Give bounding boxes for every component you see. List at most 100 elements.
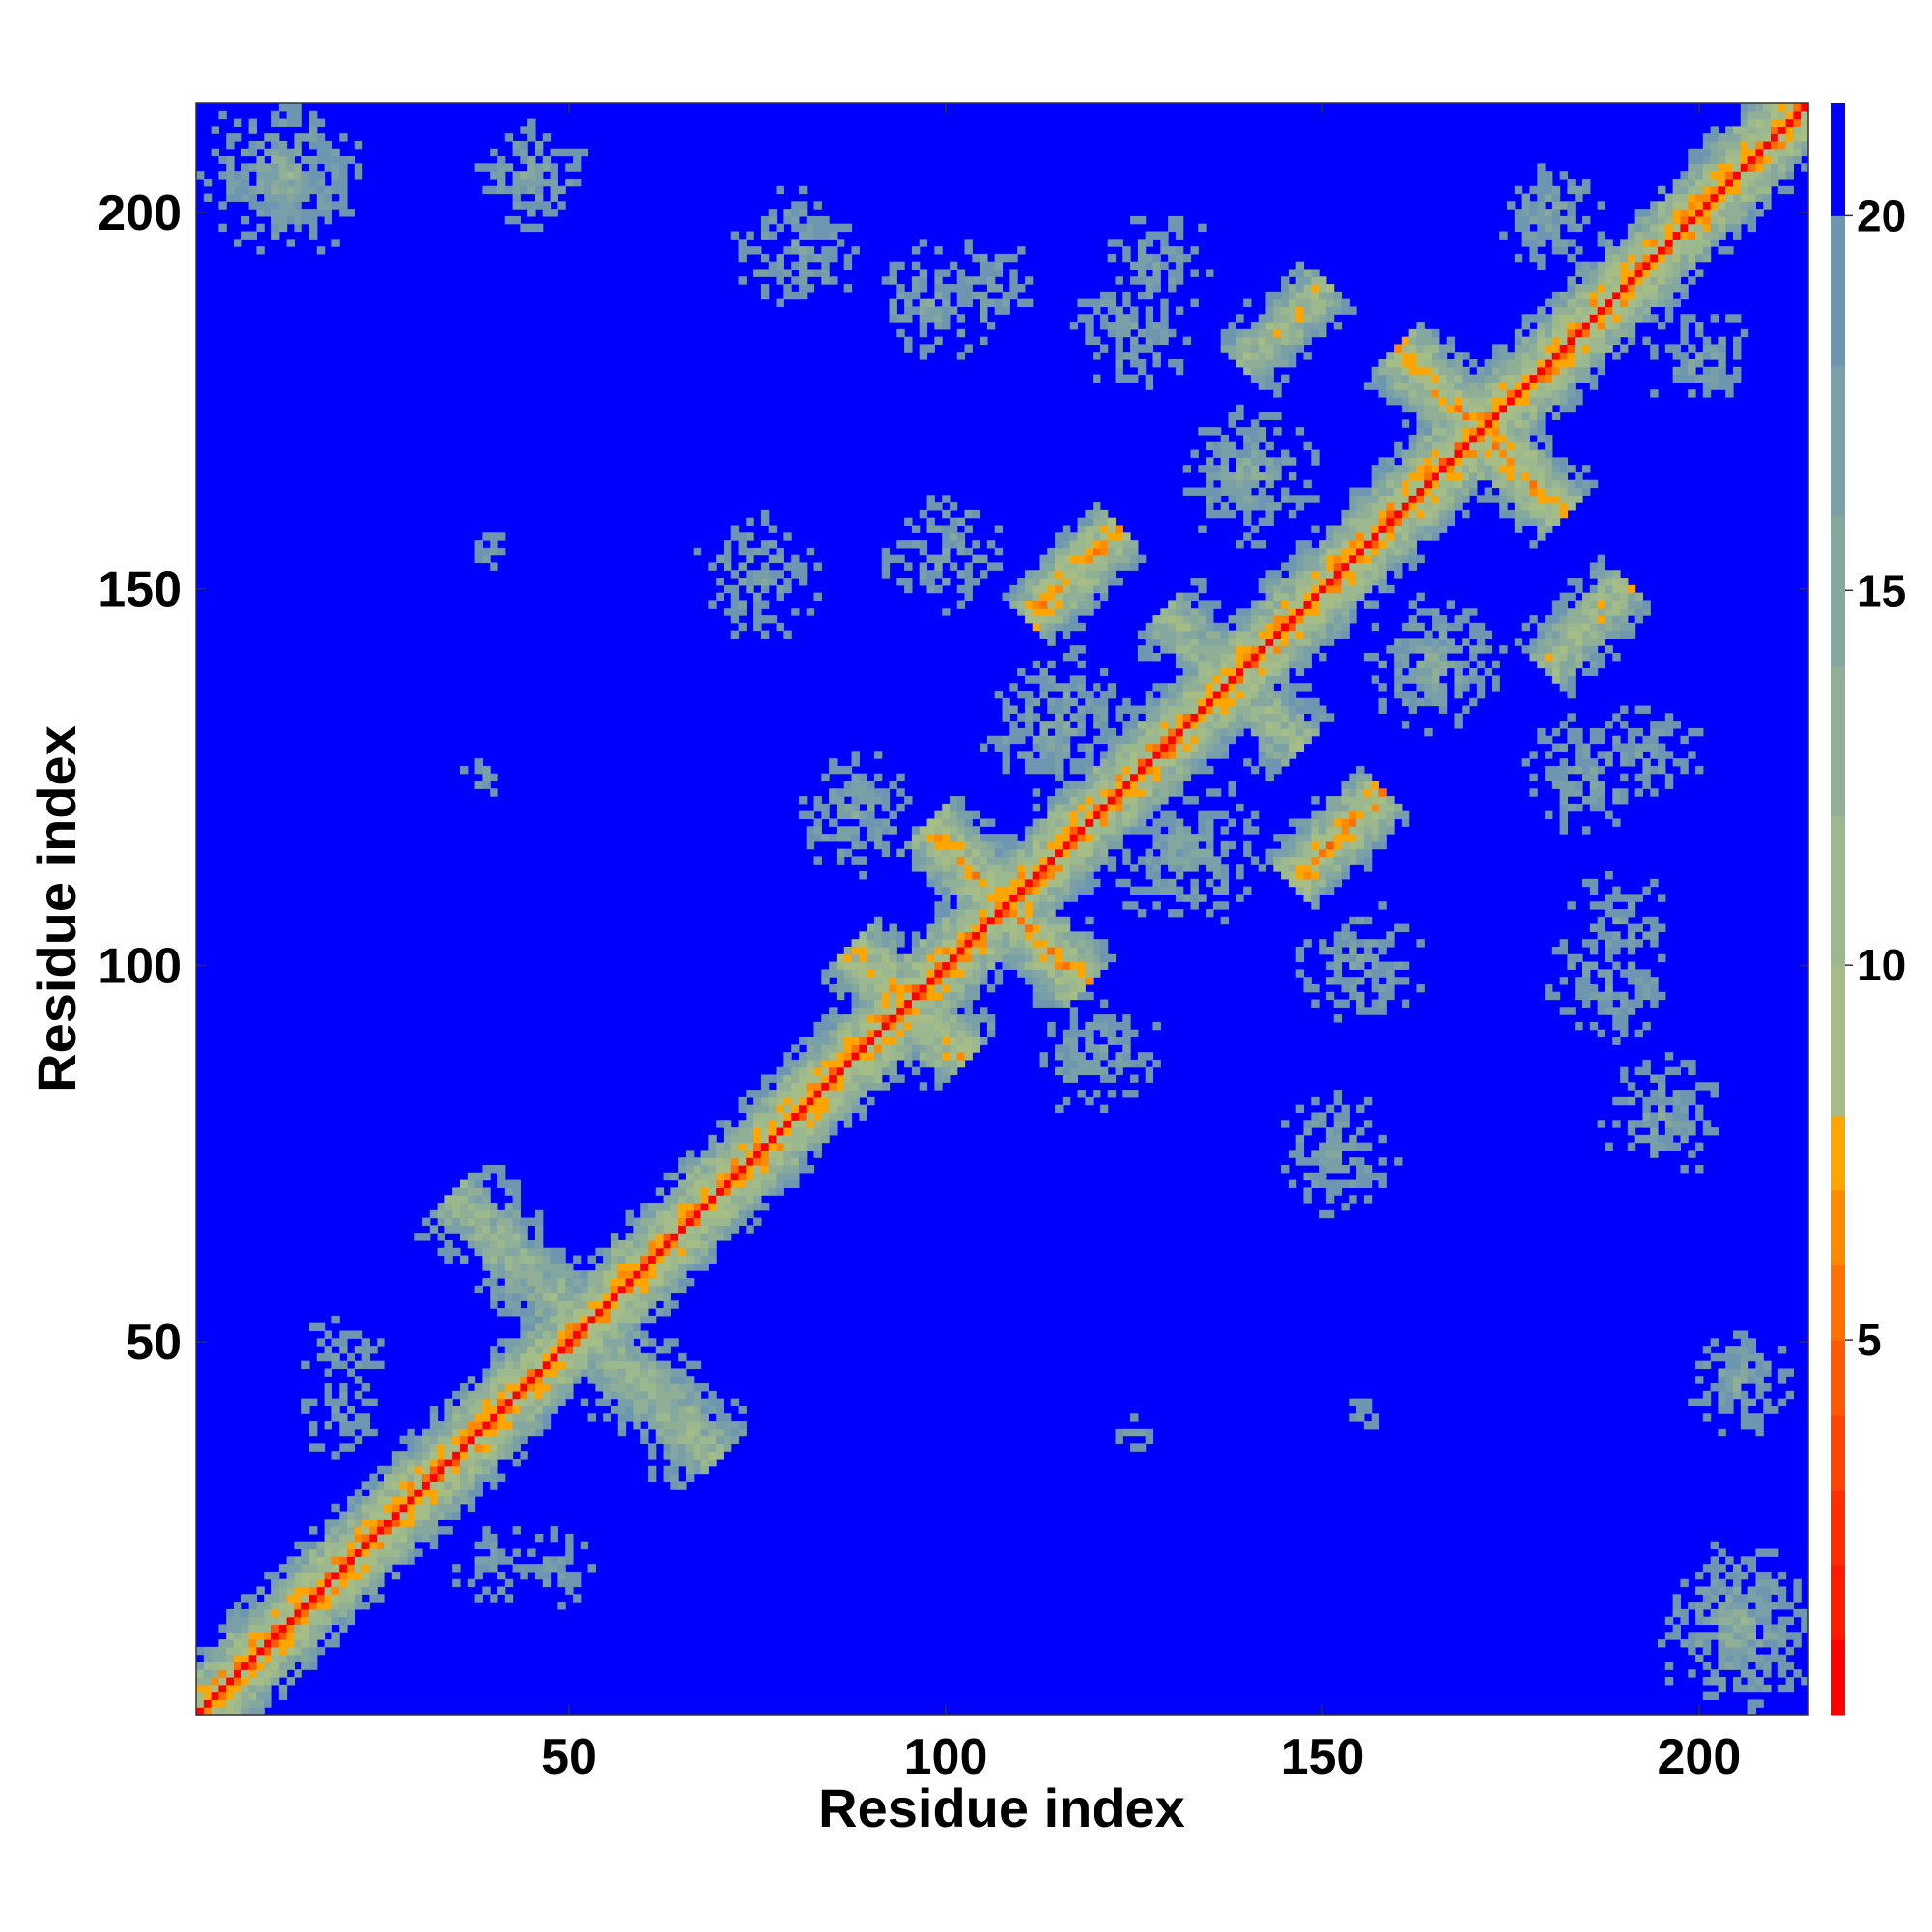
heatmap-cell: [241, 1654, 250, 1663]
heatmap-cell: [768, 1150, 778, 1158]
heatmap-cell: [218, 171, 227, 180]
heatmap-cell: [308, 118, 318, 127]
heatmap-cell: [949, 796, 958, 805]
heatmap-cell: [512, 1368, 521, 1377]
heatmap-cell: [1198, 652, 1207, 662]
heatmap-cell: [294, 1646, 302, 1656]
heatmap-cell: [286, 118, 295, 127]
heatmap-cell: [1107, 781, 1117, 789]
heatmap-cell: [663, 1338, 671, 1347]
heatmap-cell: [956, 864, 966, 872]
heatmap-cell: [1281, 668, 1290, 676]
heatmap-cell: [926, 1059, 935, 1068]
heatmap-cell: [534, 171, 544, 180]
heatmap-cell: [678, 1239, 687, 1249]
heatmap-cell: [836, 1029, 845, 1038]
heatmap-cell: [1258, 600, 1267, 609]
heatmap-cell: [346, 1548, 355, 1557]
heatmap-cell: [1069, 818, 1079, 827]
heatmap-cell: [678, 1406, 687, 1414]
heatmap-cell: [625, 1263, 634, 1271]
heatmap-cell: [783, 215, 792, 225]
heatmap-cell: [603, 1383, 611, 1392]
heatmap-cell: [482, 1526, 491, 1535]
heatmap-cell: [1085, 834, 1094, 842]
heatmap-cell: [497, 1451, 506, 1460]
heatmap-cell: [1295, 878, 1305, 888]
heatmap-cell: [896, 953, 905, 963]
heatmap-cell: [534, 1390, 544, 1400]
heatmap-cell: [542, 1300, 552, 1309]
heatmap-cell: [776, 1090, 784, 1098]
heatmap-cell: [1032, 675, 1041, 684]
heatmap-cell: [1107, 796, 1117, 805]
heatmap-cell: [512, 1360, 521, 1370]
heatmap-cell: [580, 1338, 589, 1347]
heatmap-cell: [881, 1037, 891, 1045]
heatmap-cell: [1077, 788, 1086, 797]
heatmap-cell: [1093, 532, 1101, 541]
heatmap-cell: [1190, 894, 1199, 902]
heatmap-cell: [1055, 840, 1064, 850]
heatmap-cell: [783, 1150, 792, 1158]
heatmap-cell: [1273, 615, 1282, 624]
heatmap-cell: [942, 547, 951, 556]
heatmap-cell: [663, 1413, 671, 1422]
heatmap-cell: [1062, 721, 1071, 729]
heatmap-cell: [1130, 1059, 1139, 1068]
heatmap-cell: [716, 1209, 724, 1219]
heatmap-cell: [911, 840, 921, 850]
heatmap-cell: [1122, 291, 1131, 300]
heatmap-cell: [557, 1383, 566, 1392]
heatmap-cell: [1243, 328, 1252, 338]
heatmap-cell: [678, 1225, 687, 1234]
heatmap-cell: [1077, 834, 1086, 842]
heatmap-cell: [942, 291, 951, 300]
heatmap-cell: [565, 1578, 574, 1588]
heatmap-cell: [1295, 276, 1305, 285]
heatmap-cell: [1228, 638, 1236, 646]
heatmap-cell: [859, 961, 867, 970]
heatmap-cell: [444, 1421, 453, 1430]
heatmap-cell: [1039, 999, 1048, 1008]
heatmap-cell: [633, 1376, 641, 1384]
heatmap-cell: [851, 1096, 860, 1106]
heatmap-cell: [557, 148, 566, 157]
heatmap-cell: [956, 352, 966, 360]
heatmap-cell: [647, 1233, 657, 1241]
heatmap-cell: [1206, 834, 1214, 842]
heatmap-cell: [678, 1368, 687, 1377]
heatmap-cell: [972, 953, 980, 963]
heatmap-cell: [716, 592, 724, 602]
heatmap-cell: [1069, 600, 1079, 609]
heatmap-cell: [264, 1624, 272, 1633]
heatmap-cell: [716, 1435, 724, 1444]
heatmap-cell: [504, 133, 514, 142]
heatmap-cell: [603, 1330, 611, 1339]
heatmap-cell: [527, 1330, 536, 1339]
heatmap-cell: [1009, 284, 1018, 293]
heatmap-cell: [270, 118, 280, 127]
heatmap-cell: [926, 991, 935, 1001]
heatmap-cell: [926, 1007, 935, 1015]
heatmap-cell: [1168, 645, 1177, 654]
heatmap-cell: [1281, 495, 1290, 503]
heatmap-cell: [497, 1398, 506, 1407]
heatmap-cell: [534, 1285, 544, 1294]
heatmap-cell: [226, 1654, 235, 1663]
heatmap-cell: [1168, 751, 1177, 759]
heatmap-cell: [625, 1217, 634, 1226]
heatmap-cell: [708, 1209, 717, 1219]
heatmap-cell: [1212, 465, 1222, 473]
heatmap-cell: [504, 215, 514, 225]
heatmap-cell: [972, 856, 980, 865]
heatmap-cell: [1145, 336, 1154, 346]
heatmap-cell: [308, 223, 318, 233]
heatmap-cell: [1130, 344, 1139, 353]
heatmap-cell: [1047, 901, 1056, 910]
heatmap-cell: [647, 1239, 657, 1249]
heatmap-cell: [798, 253, 808, 263]
heatmap-cell: [1047, 705, 1056, 714]
heatmap-cell: [1085, 705, 1094, 714]
heatmap-cell: [316, 1322, 326, 1332]
